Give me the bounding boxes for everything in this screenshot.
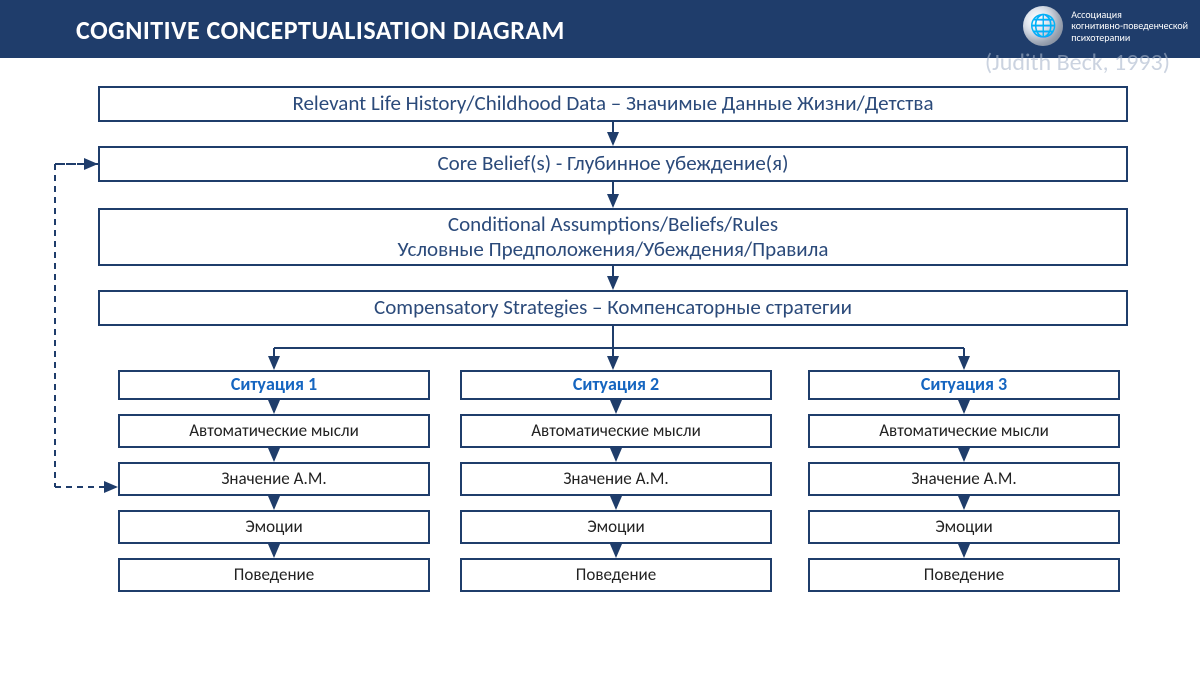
- situation-header-3: Ситуация 3: [808, 370, 1120, 400]
- main-box-b4: Compensatory Strategies – Компенсаторные…: [98, 290, 1128, 326]
- situation-1-row-2: Значение А.М.: [118, 462, 430, 496]
- situation-2-row-4: Поведение: [460, 558, 772, 592]
- situation-3-row-2: Значение А.М.: [808, 462, 1120, 496]
- main-box-b2: Core Belief(s) - Глубинное убеждение(я): [98, 146, 1128, 182]
- situation-1-row-1: Автоматические мысли: [118, 414, 430, 448]
- globe-icon: 🌐: [1023, 6, 1063, 46]
- page-title: COGNITIVE CONCEPTUALISATION DIAGRAM: [76, 14, 565, 46]
- situation-3-row-4: Поведение: [808, 558, 1120, 592]
- main-box-b3: Conditional Assumptions/Beliefs/RulesУсл…: [98, 208, 1128, 266]
- situation-3-row-3: Эмоции: [808, 510, 1120, 544]
- main-box-b1: Relevant Life History/Childhood Data – З…: [98, 86, 1128, 122]
- situation-1-row-3: Эмоции: [118, 510, 430, 544]
- org-logo: 🌐 Ассоциация когнитивно-поведенческой пс…: [1023, 6, 1188, 46]
- situation-2-row-1: Автоматические мысли: [460, 414, 772, 448]
- situation-2-row-3: Эмоции: [460, 510, 772, 544]
- situation-header-2: Ситуация 2: [460, 370, 772, 400]
- situation-2-row-2: Значение А.М.: [460, 462, 772, 496]
- org-logo-line3: психотерапии: [1071, 32, 1188, 44]
- author-watermark: (Judith Beck, 1993): [985, 48, 1170, 77]
- situation-3-row-1: Автоматические мысли: [808, 414, 1120, 448]
- situation-header-1: Ситуация 1: [118, 370, 430, 400]
- situation-1-row-4: Поведение: [118, 558, 430, 592]
- org-logo-text: Ассоциация когнитивно-поведенческой псих…: [1071, 9, 1188, 44]
